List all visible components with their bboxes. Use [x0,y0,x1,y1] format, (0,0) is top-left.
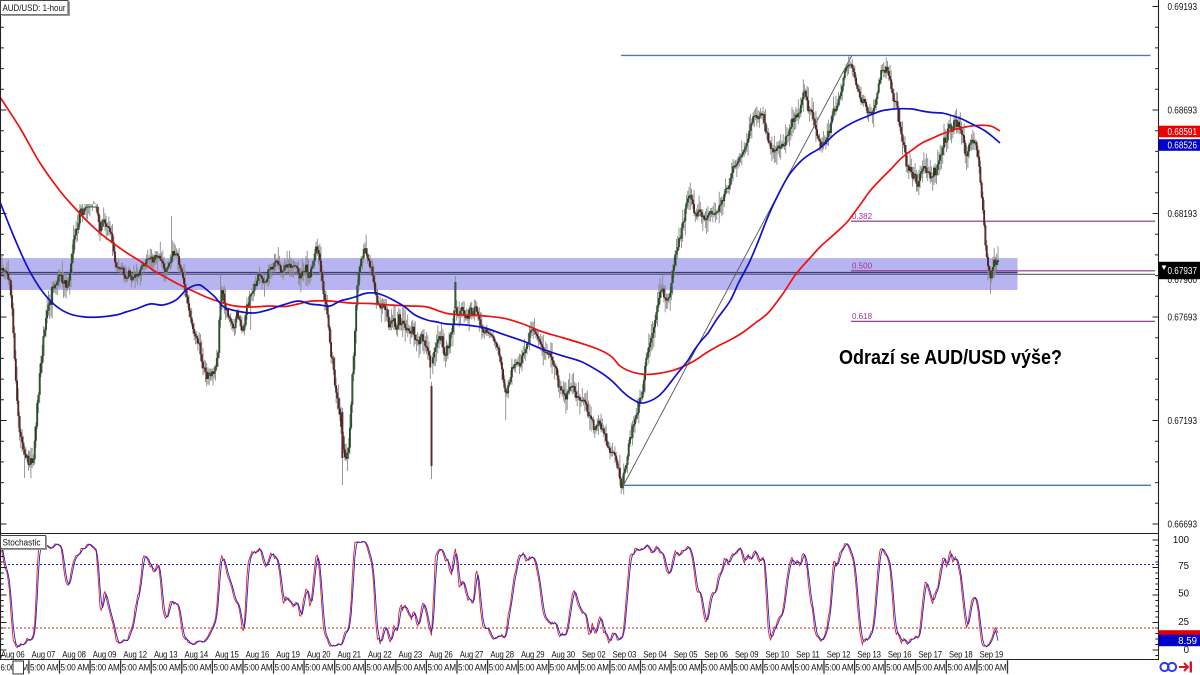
svg-text:Aug 12: Aug 12 [123,650,147,660]
svg-text:Aug 28: Aug 28 [490,650,514,660]
svg-text:0: 0 [1184,645,1190,656]
svg-text:5:00 AM: 5:00 AM [856,663,885,673]
svg-text:5:00 AM: 5:00 AM [947,663,976,673]
svg-text:5:00 AM: 5:00 AM [336,663,365,673]
svg-text:Aug 23: Aug 23 [399,650,423,660]
svg-text:Stochastic: Stochastic [3,537,42,547]
svg-text:5:00 AM: 5:00 AM [519,663,548,673]
svg-text:5:00 AM: 5:00 AM [489,663,518,673]
svg-text:0.66693: 0.66693 [1168,519,1198,530]
svg-text:5:00 AM: 5:00 AM [794,663,823,673]
svg-text:25: 25 [1178,617,1189,628]
svg-text:0.67193: 0.67193 [1168,416,1198,427]
svg-text:5:00 AM: 5:00 AM [61,663,90,673]
svg-text:Aug 13: Aug 13 [154,650,178,660]
svg-text:0.67900: 0.67900 [1168,275,1198,286]
svg-text:Sep 03: Sep 03 [613,650,637,660]
svg-text:Aug 09: Aug 09 [93,650,117,660]
svg-text:5:00 AM: 5:00 AM [183,663,212,673]
svg-text:0.618: 0.618 [852,312,873,321]
svg-text:Aug 07: Aug 07 [32,650,56,660]
svg-text:Sep 11: Sep 11 [796,650,820,660]
svg-text:Aug 19: Aug 19 [276,650,300,660]
svg-text:0.382: 0.382 [852,212,873,221]
svg-text:5:00 AM: 5:00 AM [764,663,793,673]
svg-text:5:00 AM: 5:00 AM [458,663,487,673]
svg-text:5:00 AM: 5:00 AM [733,663,762,673]
svg-text:Sep 10: Sep 10 [766,650,790,660]
svg-text:5:00 AM: 5:00 AM [397,663,426,673]
svg-text:0.68193: 0.68193 [1168,209,1198,220]
svg-text:5:00 AM: 5:00 AM [244,663,273,673]
svg-text:Aug 06: Aug 06 [1,650,25,660]
svg-text:0.68526: 0.68526 [1168,140,1198,151]
svg-text:Sep 13: Sep 13 [857,650,881,660]
svg-text:Sep 18: Sep 18 [949,650,973,660]
svg-text:5:00 AM: 5:00 AM [275,663,304,673]
svg-text:5:00 AM: 5:00 AM [611,663,640,673]
svg-text:Sep 09: Sep 09 [735,650,759,660]
svg-text:5:00 AM: 5:00 AM [978,663,1007,673]
svg-text:Aug 30: Aug 30 [551,650,575,660]
svg-text:Odrazí se AUD/USD výše?: Odrazí se AUD/USD výše? [839,346,1062,369]
svg-text:5:00 AM: 5:00 AM [152,663,181,673]
svg-text:Aug 20: Aug 20 [307,650,331,660]
svg-text:Sep 06: Sep 06 [704,650,728,660]
svg-text:5:00 AM: 5:00 AM [672,663,701,673]
svg-text:AUD/USD: 1-hour: AUD/USD: 1-hour [3,3,66,13]
svg-text:5:00 AM: 5:00 AM [91,663,120,673]
svg-text:Aug 15: Aug 15 [215,650,239,660]
svg-text:5:00 AM: 5:00 AM [213,663,242,673]
svg-text:Aug 29: Aug 29 [521,650,545,660]
svg-text:Sep 16: Sep 16 [888,650,912,660]
svg-text:75: 75 [1178,561,1189,572]
svg-text:Sep 17: Sep 17 [918,650,942,660]
svg-text:Sep 04: Sep 04 [643,650,667,660]
svg-text:5:00 AM: 5:00 AM [122,663,151,673]
svg-text:0.69193: 0.69193 [1168,2,1198,13]
svg-text:100: 100 [1173,535,1190,546]
svg-text:5:00 AM: 5:00 AM [886,663,915,673]
svg-text:Sep 05: Sep 05 [674,650,698,660]
svg-text:5:00 AM: 5:00 AM [30,663,59,673]
svg-text:0.67693: 0.67693 [1168,312,1198,323]
svg-text:5:00 AM: 5:00 AM [427,663,456,673]
svg-text:Aug 08: Aug 08 [62,650,86,660]
svg-text:8.59: 8.59 [1178,636,1197,647]
svg-text:Aug 21: Aug 21 [337,650,361,660]
svg-text:Aug 14: Aug 14 [185,650,209,660]
svg-text:Sep 19: Sep 19 [980,650,1004,660]
svg-text:50: 50 [1178,589,1189,600]
svg-text:5:00 AM: 5:00 AM [825,663,854,673]
svg-text:5:00 AM: 5:00 AM [580,663,609,673]
svg-text:Aug 26: Aug 26 [429,650,453,660]
svg-text:5:00 AM: 5:00 AM [917,663,946,673]
svg-text:Sep 02: Sep 02 [582,650,606,660]
svg-text:0.67937: 0.67937 [1168,266,1198,277]
svg-text:5:00 AM: 5:00 AM [642,663,671,673]
svg-text:0.68591: 0.68591 [1168,127,1198,138]
svg-text:Sep 12: Sep 12 [827,650,851,660]
svg-text:5:00 AM: 5:00 AM [366,663,395,673]
svg-text:0.500: 0.500 [852,262,873,271]
svg-text:Aug 27: Aug 27 [460,650,484,660]
svg-text:5:00 AM: 5:00 AM [305,663,334,673]
svg-text:5:00 AM: 5:00 AM [550,663,579,673]
svg-text:5:00 AM: 5:00 AM [703,663,732,673]
svg-text:0.68693: 0.68693 [1168,105,1198,116]
svg-text:Aug 22: Aug 22 [368,650,392,660]
svg-text:Aug 16: Aug 16 [246,650,270,660]
